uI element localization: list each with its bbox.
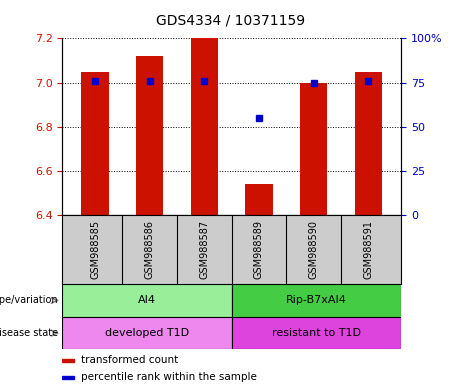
Bar [231,284,401,317]
Text: AI4: AI4 [138,295,156,306]
Bar [355,71,382,215]
Text: developed T1D: developed T1D [105,328,189,338]
Text: resistant to T1D: resistant to T1D [272,328,361,338]
Text: percentile rank within the sample: percentile rank within the sample [81,372,257,382]
Text: GSM988586: GSM988586 [145,220,155,279]
Bar [62,284,231,317]
Bar [62,376,74,379]
Text: GSM988585: GSM988585 [90,220,100,279]
Text: transformed count: transformed count [81,355,178,365]
Bar [62,359,74,362]
Text: GSM988587: GSM988587 [199,220,209,279]
Text: GSM988591: GSM988591 [363,220,373,279]
Text: GSM988589: GSM988589 [254,220,264,279]
Bar [136,56,163,215]
Bar [62,317,231,349]
Bar [231,317,401,349]
Text: disease state: disease state [0,328,58,338]
Text: GSM988590: GSM988590 [308,220,319,279]
Text: genotype/variation: genotype/variation [0,295,58,306]
Text: Rip-B7xAI4: Rip-B7xAI4 [286,295,347,306]
Bar [191,38,218,215]
Bar [81,71,109,215]
Bar [300,83,327,215]
Text: GDS4334 / 10371159: GDS4334 / 10371159 [156,13,305,27]
Bar [245,184,272,215]
